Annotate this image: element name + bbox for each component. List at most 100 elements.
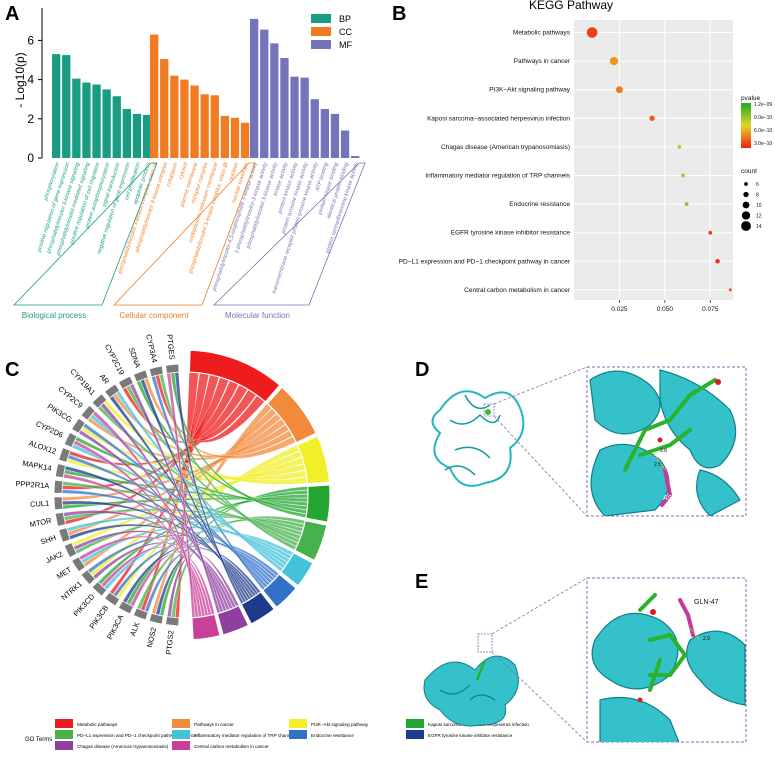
bar-bp — [142, 114, 152, 158]
y-axis-label: - Log10(p) — [13, 52, 27, 107]
bar-mf — [320, 109, 329, 158]
size-legend-dot — [742, 201, 750, 209]
group-label: Cellular component — [120, 311, 190, 320]
bar-bp — [52, 54, 61, 159]
gene-label: PIK3CA — [105, 613, 125, 641]
term-arc — [261, 573, 297, 609]
legend-label: CC — [339, 27, 352, 37]
legend-label: Pathways in cancer — [194, 722, 234, 727]
gene-arc — [71, 417, 86, 434]
gene-arc — [91, 393, 108, 409]
bar-cc — [230, 117, 240, 158]
colorbar-label: 3.0e−10 — [754, 141, 772, 147]
y-tick-label: 0 — [27, 151, 34, 165]
data-point — [728, 288, 732, 292]
size-legend-dot — [743, 191, 749, 198]
data-point — [708, 230, 713, 235]
bar-mf — [260, 29, 269, 159]
legend-label: Endocrine resistance — [311, 733, 354, 738]
gene-label: MET — [55, 565, 74, 581]
bar-bp — [132, 113, 142, 158]
data-point — [677, 145, 682, 149]
gene-label: MAPK14 — [22, 458, 53, 472]
data-point — [616, 86, 623, 94]
pathway-label: Kaposi sarcoma−associated herpesvirus in… — [427, 115, 570, 122]
distance-label: 2.9 — [703, 636, 710, 642]
protein-overview-d — [431, 390, 525, 487]
colorbar-label: 9.0e−10 — [754, 115, 772, 121]
gene-arc — [54, 463, 67, 479]
colorbar — [741, 103, 751, 148]
bar-cc — [200, 94, 209, 158]
term-arc — [191, 613, 221, 641]
legend-title: GO Terms — [25, 737, 52, 743]
gene-arc — [117, 600, 134, 615]
kegg-dot-plot: KEGG Pathway Metabolic pathways Pathways … — [399, 0, 773, 313]
legend-label: MF — [339, 40, 352, 50]
binding-site-zoom-d: 2.8 2.5 ASN-170 — [586, 366, 747, 517]
pathway-label: PI3K−Akt signaling pathway — [489, 87, 571, 94]
panel-label-a: A — [5, 3, 19, 25]
gene-label: SDNA — [127, 346, 143, 369]
gene-label: ALOX12 — [28, 439, 58, 456]
legend-swatch — [289, 719, 307, 728]
bar-mf — [300, 77, 309, 158]
x-tick-label: nucleus — [228, 162, 240, 182]
gene-label: JAK2 — [44, 549, 64, 565]
bar-mf — [250, 18, 259, 159]
kegg-title: KEGG Pathway — [529, 0, 613, 12]
gene-label: CYP2D6 — [34, 419, 64, 440]
y-tick-label: 4 — [27, 73, 34, 87]
data-point — [681, 173, 685, 178]
pathway-label: Chagas disease (American trypanosomiasis… — [441, 144, 570, 151]
gene-label: AR — [98, 372, 112, 386]
term-arc — [293, 519, 328, 562]
y-tick-label: 2 — [27, 112, 34, 126]
panel-label-b: B — [392, 3, 406, 25]
legend-swatch — [172, 730, 190, 739]
gene-arc — [148, 365, 164, 378]
bar-cc — [170, 75, 179, 158]
legend-swatch — [406, 730, 424, 739]
data-point — [609, 56, 619, 66]
bar-bp — [72, 78, 81, 158]
group-bracket — [13, 162, 158, 306]
gene-arc — [148, 612, 164, 625]
legend-swatch — [311, 40, 331, 49]
pathway-label: Endocrine resistance — [509, 201, 570, 208]
x-tick-label: cytosol — [178, 161, 189, 180]
gene-arc — [54, 511, 67, 527]
group-bracket — [113, 162, 256, 306]
bar-bp — [82, 82, 91, 158]
plot-background — [574, 20, 733, 300]
legend-swatch — [289, 730, 307, 739]
size-legend-dot — [741, 211, 751, 220]
legend-swatch — [311, 14, 331, 23]
data-point — [715, 259, 720, 264]
panel-label-d: D — [415, 359, 429, 381]
zoom-line — [493, 366, 588, 405]
zoom-line — [491, 651, 588, 743]
panel-label-c: C — [5, 359, 19, 381]
term-arc — [188, 349, 281, 403]
gene-arc — [104, 591, 121, 607]
panel-label-e: E — [415, 571, 428, 593]
legend-swatch — [55, 741, 73, 750]
legend-swatch — [311, 27, 331, 36]
legend-swatch — [172, 719, 190, 728]
gene-arc — [80, 404, 96, 421]
distance-label: 2.8 — [660, 448, 667, 454]
gene-arc — [63, 431, 78, 448]
gene-label: NTRK1 — [59, 579, 84, 602]
gene-arc — [58, 527, 71, 543]
pathway-label: Inflammatory mediator regulation of TRP … — [425, 173, 570, 180]
term-arc — [280, 551, 314, 587]
gene-label: ALK — [128, 621, 141, 637]
data-point — [684, 202, 689, 206]
bar-mf — [270, 43, 279, 159]
gene-arc — [104, 383, 121, 399]
legend-label: Inflammatory mediator regulation of TRP … — [194, 733, 297, 738]
protein-overview-e — [423, 633, 519, 727]
term-arc — [296, 435, 331, 485]
